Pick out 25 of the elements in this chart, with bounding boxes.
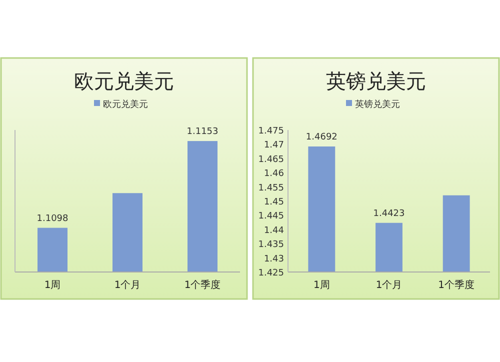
y-tick-label: 1.46 <box>264 169 284 180</box>
x-tick-label: 1个季度 <box>184 279 221 291</box>
x-tick-label: 1个月 <box>376 279 402 291</box>
data-label: 1.4692 <box>306 132 338 142</box>
data-label: 1.1153 <box>186 127 218 138</box>
y-tick-label: 1.475 <box>258 126 284 136</box>
x-tick-label: 1周 <box>313 280 330 291</box>
legend-label: 英镑兑美元 <box>355 99 400 110</box>
x-tick-label: 1个季度 <box>438 279 475 291</box>
y-tick-label: 1.425 <box>258 268 284 278</box>
y-tick-label: 1.45 <box>264 198 284 208</box>
y-tick-label: 1.47 <box>264 140 284 151</box>
legend-label: 欧元兑美元 <box>103 99 148 110</box>
x-tick-label: 1个月 <box>114 279 141 291</box>
x-tick-label: 1周 <box>44 280 61 291</box>
data-label: 1.4423 <box>373 208 405 219</box>
y-tick-label: 1.43 <box>264 254 284 264</box>
y-tick-label: 1.455 <box>258 183 284 194</box>
y-tick-label: 1.445 <box>258 212 284 222</box>
y-tick-label: 1.44 <box>264 226 284 236</box>
y-tick-label: 1.465 <box>258 154 284 165</box>
chart-title: 欧元兑美元 <box>74 69 174 93</box>
data-label: 1.1098 <box>36 214 69 224</box>
chart-title: 英镑兑美元 <box>326 69 426 93</box>
y-tick-label: 1.435 <box>258 240 284 250</box>
